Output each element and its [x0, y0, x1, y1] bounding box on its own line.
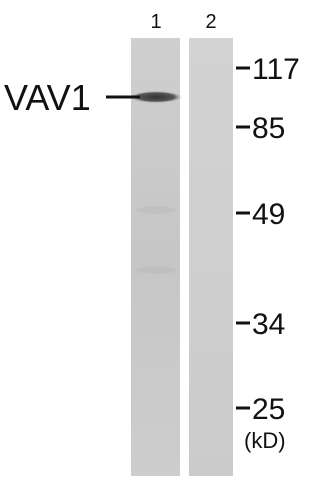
protein-label: VAV1 [4, 77, 91, 118]
marker-label: 49 [252, 198, 285, 231]
lane-label: 1 [150, 11, 161, 33]
unit-label: (kD) [244, 428, 286, 453]
marker-label: 34 [252, 308, 285, 341]
lane [189, 38, 233, 476]
faint-band [136, 206, 176, 214]
lane-label: 2 [205, 11, 216, 33]
marker-label: 117 [252, 53, 300, 86]
western-blot: 1 2 VAV1 117 85 49 34 25(kD) [0, 0, 319, 491]
faint-band [136, 266, 176, 274]
marker-label: 85 [252, 112, 285, 145]
marker-label: 25 [252, 393, 285, 426]
lane [131, 38, 180, 476]
